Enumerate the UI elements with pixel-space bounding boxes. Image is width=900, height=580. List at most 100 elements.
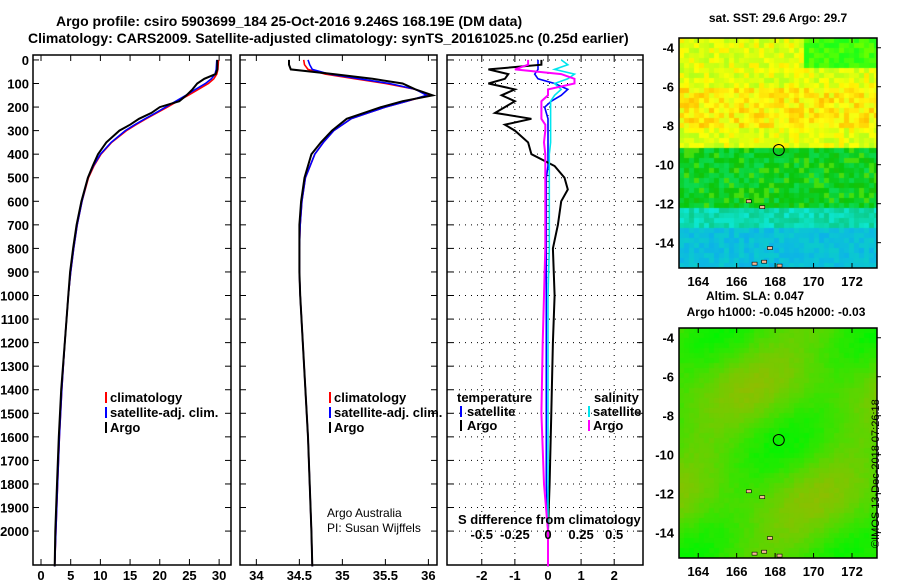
legend-label: satellite-adj. clim. [334, 405, 442, 420]
latitude-tick-label: -14 [655, 526, 675, 541]
depth-tick-label: 500 [7, 171, 29, 186]
legend-swatch [588, 420, 590, 431]
x-tick-label: 2 [611, 568, 618, 580]
x-tick-label: 35.5 [373, 568, 398, 580]
depth-tick-label: 1100 [1, 312, 29, 327]
legend-title-temperature: temperature [457, 390, 532, 405]
latitude-tick-label: -10 [655, 158, 674, 173]
figure-subtitle: Climatology: CARS2009. Satellite-adjuste… [28, 30, 629, 46]
latitude-tick-label: -12 [655, 197, 674, 212]
series-line-s-satellite [547, 59, 577, 567]
x-tick-label: 25 [182, 568, 196, 580]
plot-frame-2 [446, 54, 644, 566]
island-icon [759, 205, 766, 209]
series-line-climatology [53, 59, 220, 567]
series-line-argo [53, 59, 219, 567]
x-tick-label: 34.5 [287, 568, 312, 580]
legend-label: climatology [334, 390, 407, 405]
depth-tick-label: 300 [7, 124, 29, 139]
x-tick-label: 34 [249, 568, 264, 580]
longitude-tick-label: 170 [803, 274, 825, 289]
depth-tick-label: 800 [7, 241, 29, 256]
x-tick-label: 0 [544, 568, 551, 580]
latitude-tick-label: -8 [662, 409, 674, 424]
x-tick-label: 30 [212, 568, 226, 580]
map-title: sat. SST: 29.6 Argo: 29.7 [709, 11, 848, 25]
x-tick-label: 10 [93, 568, 107, 580]
depth-tick-label: 0 [22, 53, 29, 68]
series-line-s-argo [514, 59, 576, 567]
depth-tick-label: 1000 [0, 289, 29, 304]
x-tick-label: -1 [509, 568, 521, 580]
map-title: Altim. SLA: 0.047 [706, 289, 804, 303]
island-icon [767, 246, 773, 250]
island-icon [751, 551, 758, 556]
depth-tick-label: 400 [7, 147, 29, 162]
legend-swatch [329, 407, 331, 418]
legend-swatch [105, 392, 107, 403]
latitude-tick-label: -10 [655, 448, 674, 463]
legend-swatch [329, 392, 331, 403]
depth-tick-label: 200 [7, 100, 29, 115]
legend-label: satellite-adj. clim. [110, 405, 218, 420]
x2-tick-label: -0.25 [500, 527, 530, 542]
longitude-tick-label: 172 [841, 274, 863, 289]
depth-tick-label: 900 [7, 265, 29, 280]
depth-tick-label: 1900 [0, 501, 29, 516]
longitude-tick-label: 168 [764, 274, 786, 289]
depth-tick-label: 700 [7, 218, 29, 233]
float-location-marker [772, 433, 785, 446]
island-icon [745, 489, 752, 494]
longitude-tick-label: 166 [726, 564, 748, 579]
legend-swatch [105, 422, 107, 433]
legend-swatch [105, 407, 107, 418]
depth-tick-label: 1600 [0, 430, 29, 445]
depth-tick-label: 1300 [0, 359, 29, 374]
legend-swatch [329, 422, 331, 433]
legend-label: satellite [593, 404, 641, 419]
series-line-satellite-adj-clim- [53, 59, 218, 567]
depth-tick-label: 1500 [0, 406, 29, 421]
credit-text: Argo Australia [327, 506, 402, 520]
float-location-marker [772, 143, 785, 156]
series-line-t-satellite [533, 59, 570, 567]
depth-tick-label: 1700 [0, 453, 29, 468]
legend-swatch [460, 406, 462, 417]
x-tick-label: 0 [37, 568, 44, 580]
longitude-tick-label: 172 [841, 564, 863, 579]
island-icon [761, 259, 767, 264]
x-tick-label: 20 [153, 568, 167, 580]
longitude-tick-label: 168 [764, 564, 786, 579]
copyright: ©IMOS 13-Dec-2018 07:26:18 [870, 399, 882, 548]
sst-map [679, 38, 877, 268]
latitude-tick-label: -6 [662, 80, 674, 95]
island-icon [776, 263, 783, 268]
legend-label: satellite [467, 404, 515, 419]
legend-label: Argo [467, 418, 497, 433]
x-tick-label: 5 [67, 568, 74, 580]
longitude-tick-label: 170 [803, 564, 825, 579]
x-tick-label: 35 [335, 568, 349, 580]
series-line-climatology [298, 59, 431, 567]
latitude-tick-label: -8 [662, 119, 674, 134]
longitude-tick-label: 164 [687, 274, 709, 289]
x-tick-label: 36 [421, 568, 435, 580]
island-icon [767, 536, 773, 540]
longitude-tick-label: 166 [726, 274, 748, 289]
legend-title-salinity: salinity [594, 390, 640, 405]
latitude-tick-label: -4 [662, 41, 674, 56]
depth-tick-label: 100 [7, 77, 29, 92]
latitude-tick-label: -12 [655, 487, 674, 502]
depth-tick-label: 600 [7, 194, 29, 209]
legend-label: Argo [593, 418, 623, 433]
sla-map [679, 328, 877, 558]
plot-frame-0 [32, 54, 232, 566]
figure-title: Argo profile: csiro 5903699_184 25-Oct-2… [56, 13, 523, 29]
x-tick-label: 1 [577, 568, 584, 580]
map-subtitle: Argo h1000: -0.045 h2000: -0.03 [687, 305, 866, 319]
x2-tick-label: 0 [544, 527, 551, 542]
depth-tick-label: 1800 [0, 477, 29, 492]
island-icon [776, 553, 783, 558]
island-icon [761, 549, 767, 554]
